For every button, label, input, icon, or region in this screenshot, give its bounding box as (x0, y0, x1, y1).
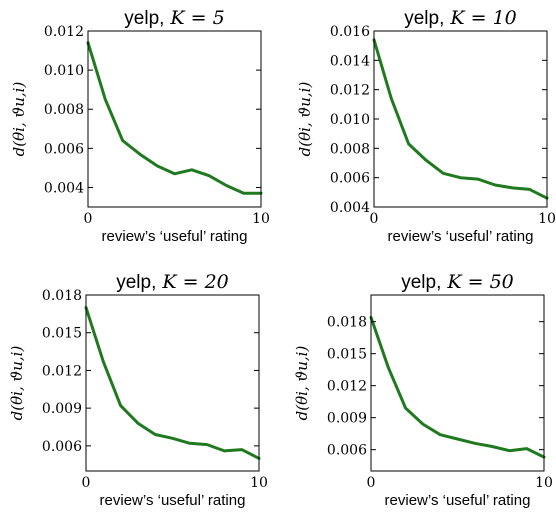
y-tick-label: 0.016 (330, 24, 370, 40)
y-tick-label: 0.015 (42, 326, 82, 342)
plot-frame (85, 294, 260, 472)
plot-frame (87, 30, 262, 208)
series-line (369, 315, 546, 459)
y-tick-label: 0.018 (327, 315, 367, 331)
x-tick-label: 0 (367, 475, 376, 491)
y-tick-label: 0.012 (327, 379, 367, 395)
y-axis-label: d(θi, ϑu,i) (293, 346, 311, 421)
chart-title-prefix: yelp, (404, 8, 444, 29)
chart-panel-4: yelp, K = 50 0.006 0.009 0.012 0.015 0.018 0 10r… (293, 271, 553, 509)
y-tick-label: 0.015 (327, 347, 367, 363)
y-tick-label: 0.014 (330, 53, 370, 69)
series-line (86, 41, 263, 195)
y-tick-label: 0.006 (42, 439, 82, 455)
y-tick-label: 0.010 (44, 63, 84, 79)
y-tick-label: 0.012 (330, 83, 370, 99)
x-axis-label: review’s ‘useful’ rating (100, 492, 246, 509)
x-tick-label: 10 (538, 211, 556, 227)
series-line (84, 306, 261, 460)
y-axis-label: d(θi, ϑu,i) (296, 82, 314, 157)
y-tick-label: 0.006 (327, 443, 367, 459)
y-tick-label: 0.008 (44, 102, 84, 118)
chart-panel-1: yelp, K = 5 0.004 0.006 0.008 0.010 0.012 0 10re… (10, 7, 270, 245)
y-tick-label: 0.008 (330, 141, 370, 157)
x-axis-label: review’s ‘useful’ rating (388, 228, 534, 245)
y-tick-label: 0.018 (42, 288, 82, 304)
plot-frame (370, 294, 545, 472)
chart-title-math: K = 50 (446, 271, 513, 293)
chart-title-prefix: yelp, (116, 272, 156, 293)
y-tick-label: 0.009 (327, 411, 367, 427)
y-tick-label: 0.006 (330, 171, 370, 187)
chart-title-math: K = 10 (449, 7, 516, 29)
chart-title: yelp, K = 20 (116, 271, 229, 293)
y-tick-label: 0.004 (44, 180, 84, 196)
x-tick-label: 0 (82, 475, 91, 491)
y-tick-label: 0.012 (42, 363, 82, 379)
y-tick-label: 0.006 (44, 141, 84, 157)
chart-title-prefix: yelp, (124, 8, 164, 29)
x-axis-label: review’s ‘useful’ rating (102, 228, 248, 245)
x-tick-label: 10 (535, 475, 553, 491)
y-tick-label: 0.010 (330, 112, 370, 128)
chart-title: yelp, K = 10 (404, 7, 517, 29)
y-tick-label: 0.012 (44, 24, 84, 40)
chart-title-math: K = 20 (161, 271, 228, 293)
x-tick-label: 10 (250, 475, 268, 491)
y-axis-label: d(θi, ϑu,i) (8, 346, 26, 421)
chart-title-math: K = 5 (169, 7, 224, 29)
chart-panel-2: yelp, K = 10 0.004 0.006 0.008 0.010 0.012 0.01… (296, 7, 556, 245)
x-tick-label: 0 (84, 211, 93, 227)
chart-title: yelp, K = 50 (401, 271, 514, 293)
x-axis-label: review’s ‘useful’ rating (385, 492, 531, 509)
chart-title: yelp, K = 5 (124, 7, 224, 29)
chart-title-prefix: yelp, (401, 272, 441, 293)
x-tick-label: 10 (252, 211, 270, 227)
y-axis-label: d(θi, ϑu,i) (10, 82, 28, 157)
chart-panel-3: yelp, K = 20 0.006 0.009 0.012 0.015 0.018 0 10r… (8, 271, 268, 509)
x-tick-label: 0 (370, 211, 379, 227)
series-line (372, 38, 549, 200)
y-tick-label: 0.009 (42, 401, 82, 417)
y-tick-label: 0.004 (330, 200, 370, 216)
